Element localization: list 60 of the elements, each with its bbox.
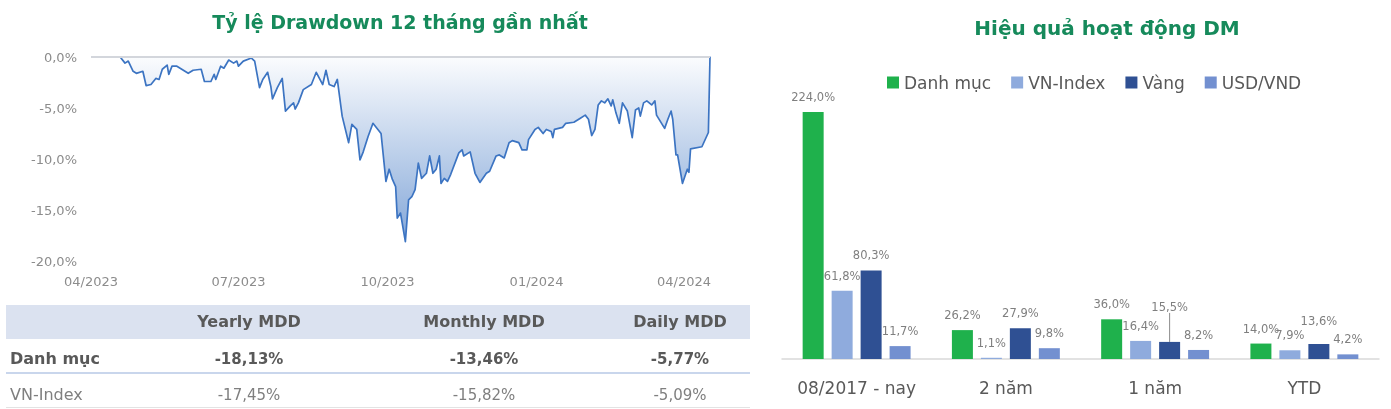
- category-label: Daily MDD: [633, 312, 727, 332]
- x-tick-label: YTD: [1286, 377, 1322, 398]
- bar: [1337, 354, 1359, 359]
- text: -13,46%: [449, 350, 519, 368]
- data-label: 224,0%: [791, 90, 836, 104]
- bar: [802, 112, 824, 359]
- text: -5,77%: [650, 350, 710, 368]
- bar: [1130, 340, 1152, 359]
- x-tick-label: 07/2023: [211, 274, 266, 289]
- x-tick-label: 10/2023: [360, 274, 415, 289]
- legend-label: USD/VND: [1221, 72, 1302, 93]
- y-tick-label: -10,0%: [31, 151, 77, 167]
- x-tick-label: 2 năm: [978, 377, 1033, 398]
- legend-label: Danh mục: [904, 72, 992, 93]
- data-label: 26,2%: [944, 308, 981, 323]
- x-tick-label: 1 năm: [1128, 377, 1183, 398]
- legend-label: VN-Index: [1028, 72, 1106, 93]
- bar: [860, 270, 882, 359]
- x-tick-label: 04/2024: [657, 274, 712, 289]
- bar: [889, 346, 911, 359]
- x-tick-label: 08/2017 - nay: [797, 377, 917, 398]
- y-tick-label: -5,0%: [39, 100, 77, 116]
- bar: [951, 330, 973, 359]
- category-label: Danh mục: [10, 349, 100, 369]
- data-label: 16,4%: [1122, 318, 1159, 333]
- data-label: 8,2%: [1183, 327, 1214, 342]
- legend-label: Vàng: [1142, 72, 1185, 93]
- data-label: 36,0%: [1093, 297, 1130, 312]
- chart-title: Tỷ lệ Drawdown 12 tháng gần nhất: [212, 10, 588, 33]
- y-tick-label: 0,0%: [43, 49, 77, 65]
- text: -18,13%: [214, 350, 284, 368]
- data-label: 27,9%: [1002, 306, 1039, 321]
- category-label: VN-Index: [10, 385, 83, 405]
- x-tick-label: 01/2024: [509, 274, 564, 289]
- category-label: Monthly MDD: [423, 312, 545, 332]
- data-label: 80,3%: [852, 248, 890, 263]
- data-label: 11,7%: [881, 324, 919, 339]
- chart-title: Hiệu quả hoạt động DM: [974, 16, 1240, 40]
- bar: [1308, 344, 1330, 359]
- bar: [1250, 343, 1272, 359]
- bar: [1009, 328, 1031, 359]
- bar: [831, 290, 853, 359]
- bar: [1188, 349, 1210, 359]
- y-tick-label: -15,0%: [31, 202, 77, 218]
- text: -17,45%: [217, 386, 281, 404]
- category-label: Yearly MDD: [197, 312, 301, 332]
- data-label: 15,5%: [1151, 299, 1188, 314]
- bar: [1279, 350, 1301, 359]
- data-label: 61,8%: [823, 268, 861, 283]
- text: -15,82%: [452, 386, 516, 404]
- bar: [1038, 348, 1060, 359]
- bar: [1159, 341, 1181, 359]
- data-label: 1,1%: [976, 335, 1007, 350]
- bar: [1101, 319, 1123, 359]
- data-label: 13,6%: [1300, 314, 1338, 328]
- x-tick-label: 04/2023: [63, 274, 119, 289]
- data-label: 9,8%: [1034, 326, 1065, 341]
- text: -5,09%: [653, 386, 707, 404]
- data-label: 4,2%: [1333, 332, 1363, 347]
- y-tick-label: -20,0%: [31, 253, 77, 269]
